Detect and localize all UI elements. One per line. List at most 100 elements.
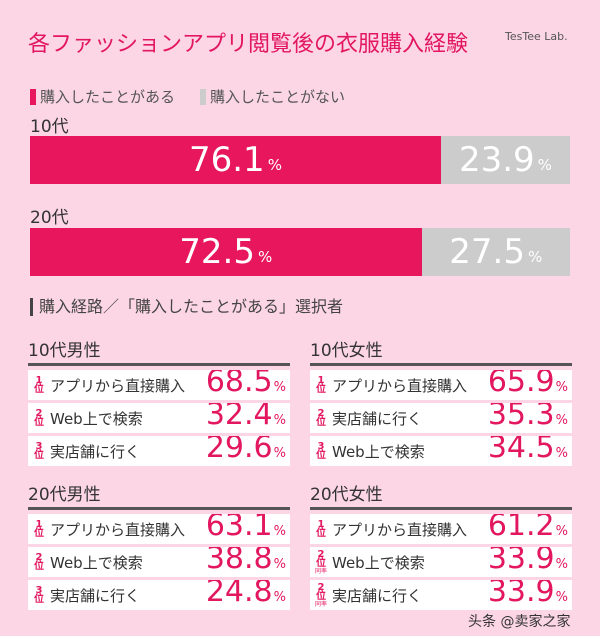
data-label: 23.9 xyxy=(458,140,535,180)
value-number: 61.2 xyxy=(487,514,555,543)
value-number: 68.5 xyxy=(205,370,273,399)
value-number: 35.3 xyxy=(487,403,555,432)
rank-number: 3 xyxy=(35,441,43,452)
value-number: 33.9 xyxy=(487,580,555,609)
legend-no: 購入したことがない xyxy=(200,86,345,107)
value-number: 29.6 xyxy=(205,436,273,465)
percentage-value: 35.3% xyxy=(488,403,572,433)
unit-label: % xyxy=(555,590,568,605)
value-number: 63.1 xyxy=(205,514,273,543)
legend-yes: 購入したことがある xyxy=(30,86,175,107)
legend-label: 購入したことがある xyxy=(40,88,176,106)
percentage-value: 68.5% xyxy=(206,370,290,400)
route-label: Web上で検索 xyxy=(332,553,425,572)
ranking-row: 2 位同率 実店舗に行く 33.9% xyxy=(310,580,572,610)
value-number: 38.8 xyxy=(205,547,273,576)
panel-title: 20代女性 xyxy=(310,480,572,510)
legend-label: 購入したことがない xyxy=(210,88,346,106)
route-label: アプリから直接購入 xyxy=(50,520,186,539)
rank-number: 1 xyxy=(317,375,325,386)
value-number: 34.5 xyxy=(487,436,555,465)
unit-label: % xyxy=(273,557,286,572)
unit-label: % xyxy=(273,446,286,461)
unit-label: % xyxy=(555,446,568,461)
rank-suffix: 位 xyxy=(316,384,326,395)
value-number: 33.9 xyxy=(487,547,555,576)
legend-swatch xyxy=(200,88,206,105)
value-number: 24.8 xyxy=(205,580,273,609)
rank-suffix: 位 xyxy=(34,561,44,572)
bar-10s: 76.1% 23.9% xyxy=(30,136,570,184)
route-label: アプリから直接購入 xyxy=(332,376,468,395)
unit-label: % xyxy=(537,156,552,174)
route-label: Web上で検索 xyxy=(332,442,425,461)
bar-segment-yes: 72.5% xyxy=(30,228,422,276)
section-title: 購入経路／「購入したことがある」選択者 xyxy=(30,298,343,316)
percentage-value: 34.5% xyxy=(488,436,572,466)
rank-suffix: 位 xyxy=(316,528,326,539)
rank-number: 1 xyxy=(35,519,43,530)
percentage-value: 32.4% xyxy=(206,403,290,433)
unit-label: % xyxy=(527,248,543,266)
unit-label: % xyxy=(267,156,282,174)
route-label: 実店舗に行く xyxy=(50,586,141,605)
rank-number: 2 xyxy=(317,408,325,419)
data-label: 27.5 xyxy=(449,232,525,272)
rank-number: 2 xyxy=(35,408,43,419)
route-label: 実店舗に行く xyxy=(332,409,423,428)
bar-segment-no: 23.9% xyxy=(440,136,570,184)
data-label: 72.5 xyxy=(179,232,255,272)
legend-swatch xyxy=(30,88,36,105)
route-label: Web上で検索 xyxy=(50,553,143,572)
percentage-value: 63.1% xyxy=(206,514,290,544)
data-label: 76.1 xyxy=(188,140,265,180)
logo: TesTee Lab. xyxy=(505,30,568,43)
rank-suffix: 位 xyxy=(316,417,326,428)
unit-label: % xyxy=(273,413,286,428)
route-label: 実店舗に行く xyxy=(332,586,423,605)
bar-20s: 72.5% 27.5% xyxy=(30,228,570,276)
percentage-value: 33.9% xyxy=(488,580,572,610)
route-label: アプリから直接購入 xyxy=(332,520,468,539)
route-label: アプリから直接購入 xyxy=(50,376,186,395)
rank-number: 1 xyxy=(35,375,43,386)
percentage-value: 29.6% xyxy=(206,436,290,466)
rank-badge: 2 位同率 xyxy=(310,549,332,575)
unit-label: % xyxy=(555,413,568,428)
panel-title: 10代女性 xyxy=(310,336,572,366)
route-label: 実店舗に行く xyxy=(50,442,141,461)
unit-label: % xyxy=(257,248,273,266)
unit-label: % xyxy=(273,380,286,395)
rank-number: 2 xyxy=(35,552,43,563)
rank-number: 3 xyxy=(317,441,325,452)
panel-title: 10代男性 xyxy=(28,336,290,366)
rank-suffix: 位 xyxy=(316,450,326,461)
watermark: 头条 @卖家之家 xyxy=(468,614,571,630)
rank-suffix: 位 xyxy=(34,384,44,395)
route-label: Web上で検索 xyxy=(50,409,143,428)
page-title: 各ファッションアプリ閲覧後の衣服購入経験 xyxy=(28,32,469,57)
panel-title: 20代男性 xyxy=(28,480,290,510)
tie-label: 同率 xyxy=(314,567,327,575)
unit-label: % xyxy=(273,590,286,605)
percentage-value: 24.8% xyxy=(206,580,290,610)
ranking-row: 2 位同率 Web上で検索 33.9% xyxy=(310,547,572,577)
unit-label: % xyxy=(273,524,286,539)
